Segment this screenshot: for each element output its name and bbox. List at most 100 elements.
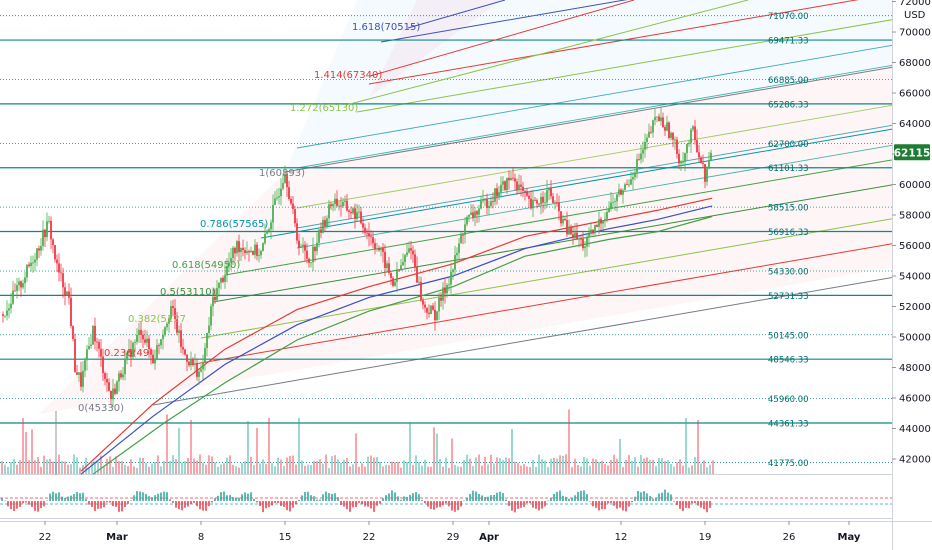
- oscillator-bar: [163, 492, 165, 501]
- oscillator-bar: [280, 501, 282, 506]
- time-tick-label: May: [838, 532, 861, 543]
- candle-body: [432, 306, 434, 310]
- volume-bar: [523, 464, 525, 474]
- oscillator-bar: [448, 501, 450, 506]
- volume-bar: [484, 457, 486, 474]
- volume-bar: [412, 465, 414, 474]
- oscillator-bar: [73, 494, 75, 501]
- candle-body: [380, 248, 382, 250]
- candle-body: [240, 248, 242, 252]
- oscillator-bar: [337, 497, 339, 501]
- oscillator-bar: [610, 501, 612, 503]
- candle-body: [518, 185, 520, 191]
- candle-body: [2, 314, 4, 316]
- oscillator-bar: [697, 501, 699, 506]
- volume-bar: [415, 455, 417, 474]
- candle-body: [178, 330, 180, 332]
- volume-bar: [433, 427, 435, 474]
- volume-bar: [232, 465, 234, 474]
- candle-body: [572, 234, 574, 238]
- oscillator-bar: [217, 496, 219, 501]
- oscillator-bar: [175, 501, 177, 508]
- volume-bar: [454, 465, 456, 474]
- candle-body: [566, 220, 568, 234]
- oscillator-bar: [604, 501, 606, 509]
- price-tick-label: 66000: [899, 89, 931, 100]
- candle-body: [570, 226, 572, 234]
- volume-bar: [541, 459, 543, 474]
- candle-body: [278, 196, 280, 197]
- candle-body: [430, 306, 432, 314]
- oscillator-bar: [136, 491, 138, 501]
- candle-body: [344, 201, 346, 202]
- candle-body: [58, 263, 60, 272]
- oscillator-bar: [214, 498, 216, 501]
- candle-body: [374, 243, 376, 249]
- volume-bar: [403, 460, 405, 474]
- oscillator-bar: [211, 501, 213, 502]
- oscillator-bar: [412, 493, 414, 501]
- candle-body: [606, 212, 608, 219]
- oscillator-bar: [382, 498, 384, 501]
- volume-bar: [496, 457, 498, 474]
- candle-body: [304, 245, 306, 251]
- candle-body: [604, 219, 606, 221]
- candle-body: [342, 202, 344, 206]
- candle-body: [348, 211, 350, 212]
- oscillator-bar: [484, 497, 486, 501]
- candle-body: [668, 122, 670, 137]
- candle-body: [560, 211, 562, 223]
- candle-body: [346, 201, 348, 211]
- oscillator-bar: [463, 501, 465, 502]
- oscillator-bar: [478, 494, 480, 501]
- candle-body: [208, 326, 210, 333]
- candle-body: [488, 206, 490, 208]
- volume-bar: [313, 461, 315, 474]
- volume-bar: [397, 462, 399, 474]
- last-price-tag: 62115: [894, 144, 931, 160]
- oscillator-bar: [346, 501, 348, 509]
- price-tick-label: 60000: [899, 180, 931, 191]
- volume-bar: [574, 459, 576, 474]
- oscillator-bar: [109, 501, 111, 503]
- candle-body: [622, 190, 624, 194]
- candle-body: [236, 241, 238, 253]
- price-tick-label: 50000: [899, 332, 931, 343]
- volume-bar: [226, 458, 228, 474]
- candle-body: [514, 178, 516, 181]
- oscillator-bar: [517, 501, 519, 509]
- price-axis[interactable]: 42000 44000 46000 48000 50000 52000 54000 56000…: [892, 0, 932, 550]
- candle-body: [476, 211, 478, 214]
- fib-label: 0.382(5127: [128, 314, 186, 325]
- volume-bar: [163, 461, 165, 474]
- candle-body: [500, 185, 502, 193]
- oscillator-bar: [526, 501, 528, 503]
- oscillator-bar: [4, 501, 6, 502]
- candle-body: [192, 359, 194, 365]
- volume-bar: [493, 464, 495, 474]
- oscillator-bar: [709, 501, 711, 508]
- oscillator-bar: [352, 501, 354, 507]
- level-label: 69471.33: [768, 37, 809, 47]
- oscillator-bar: [46, 501, 48, 502]
- candle-body: [684, 153, 686, 162]
- oscillator-bar: [328, 493, 330, 501]
- volume-bar: [34, 460, 36, 474]
- candle-body: [662, 117, 664, 127]
- volume-bar: [223, 463, 225, 474]
- fib-label: 0.618(54950): [172, 260, 240, 271]
- candle-body: [10, 304, 12, 309]
- candle-body: [154, 358, 156, 363]
- level-label: 54330.00: [768, 267, 809, 277]
- oscillator-bar: [274, 501, 276, 503]
- candle-body: [136, 335, 138, 342]
- candle-body: [446, 285, 448, 293]
- volume-bar: [565, 454, 567, 474]
- oscillator-bar: [439, 501, 441, 507]
- oscillator-bar: [418, 494, 420, 501]
- volume-bar: [631, 461, 633, 474]
- volume-bar: [391, 462, 393, 474]
- oscillator-bar: [553, 494, 555, 501]
- candle-body: [492, 201, 494, 202]
